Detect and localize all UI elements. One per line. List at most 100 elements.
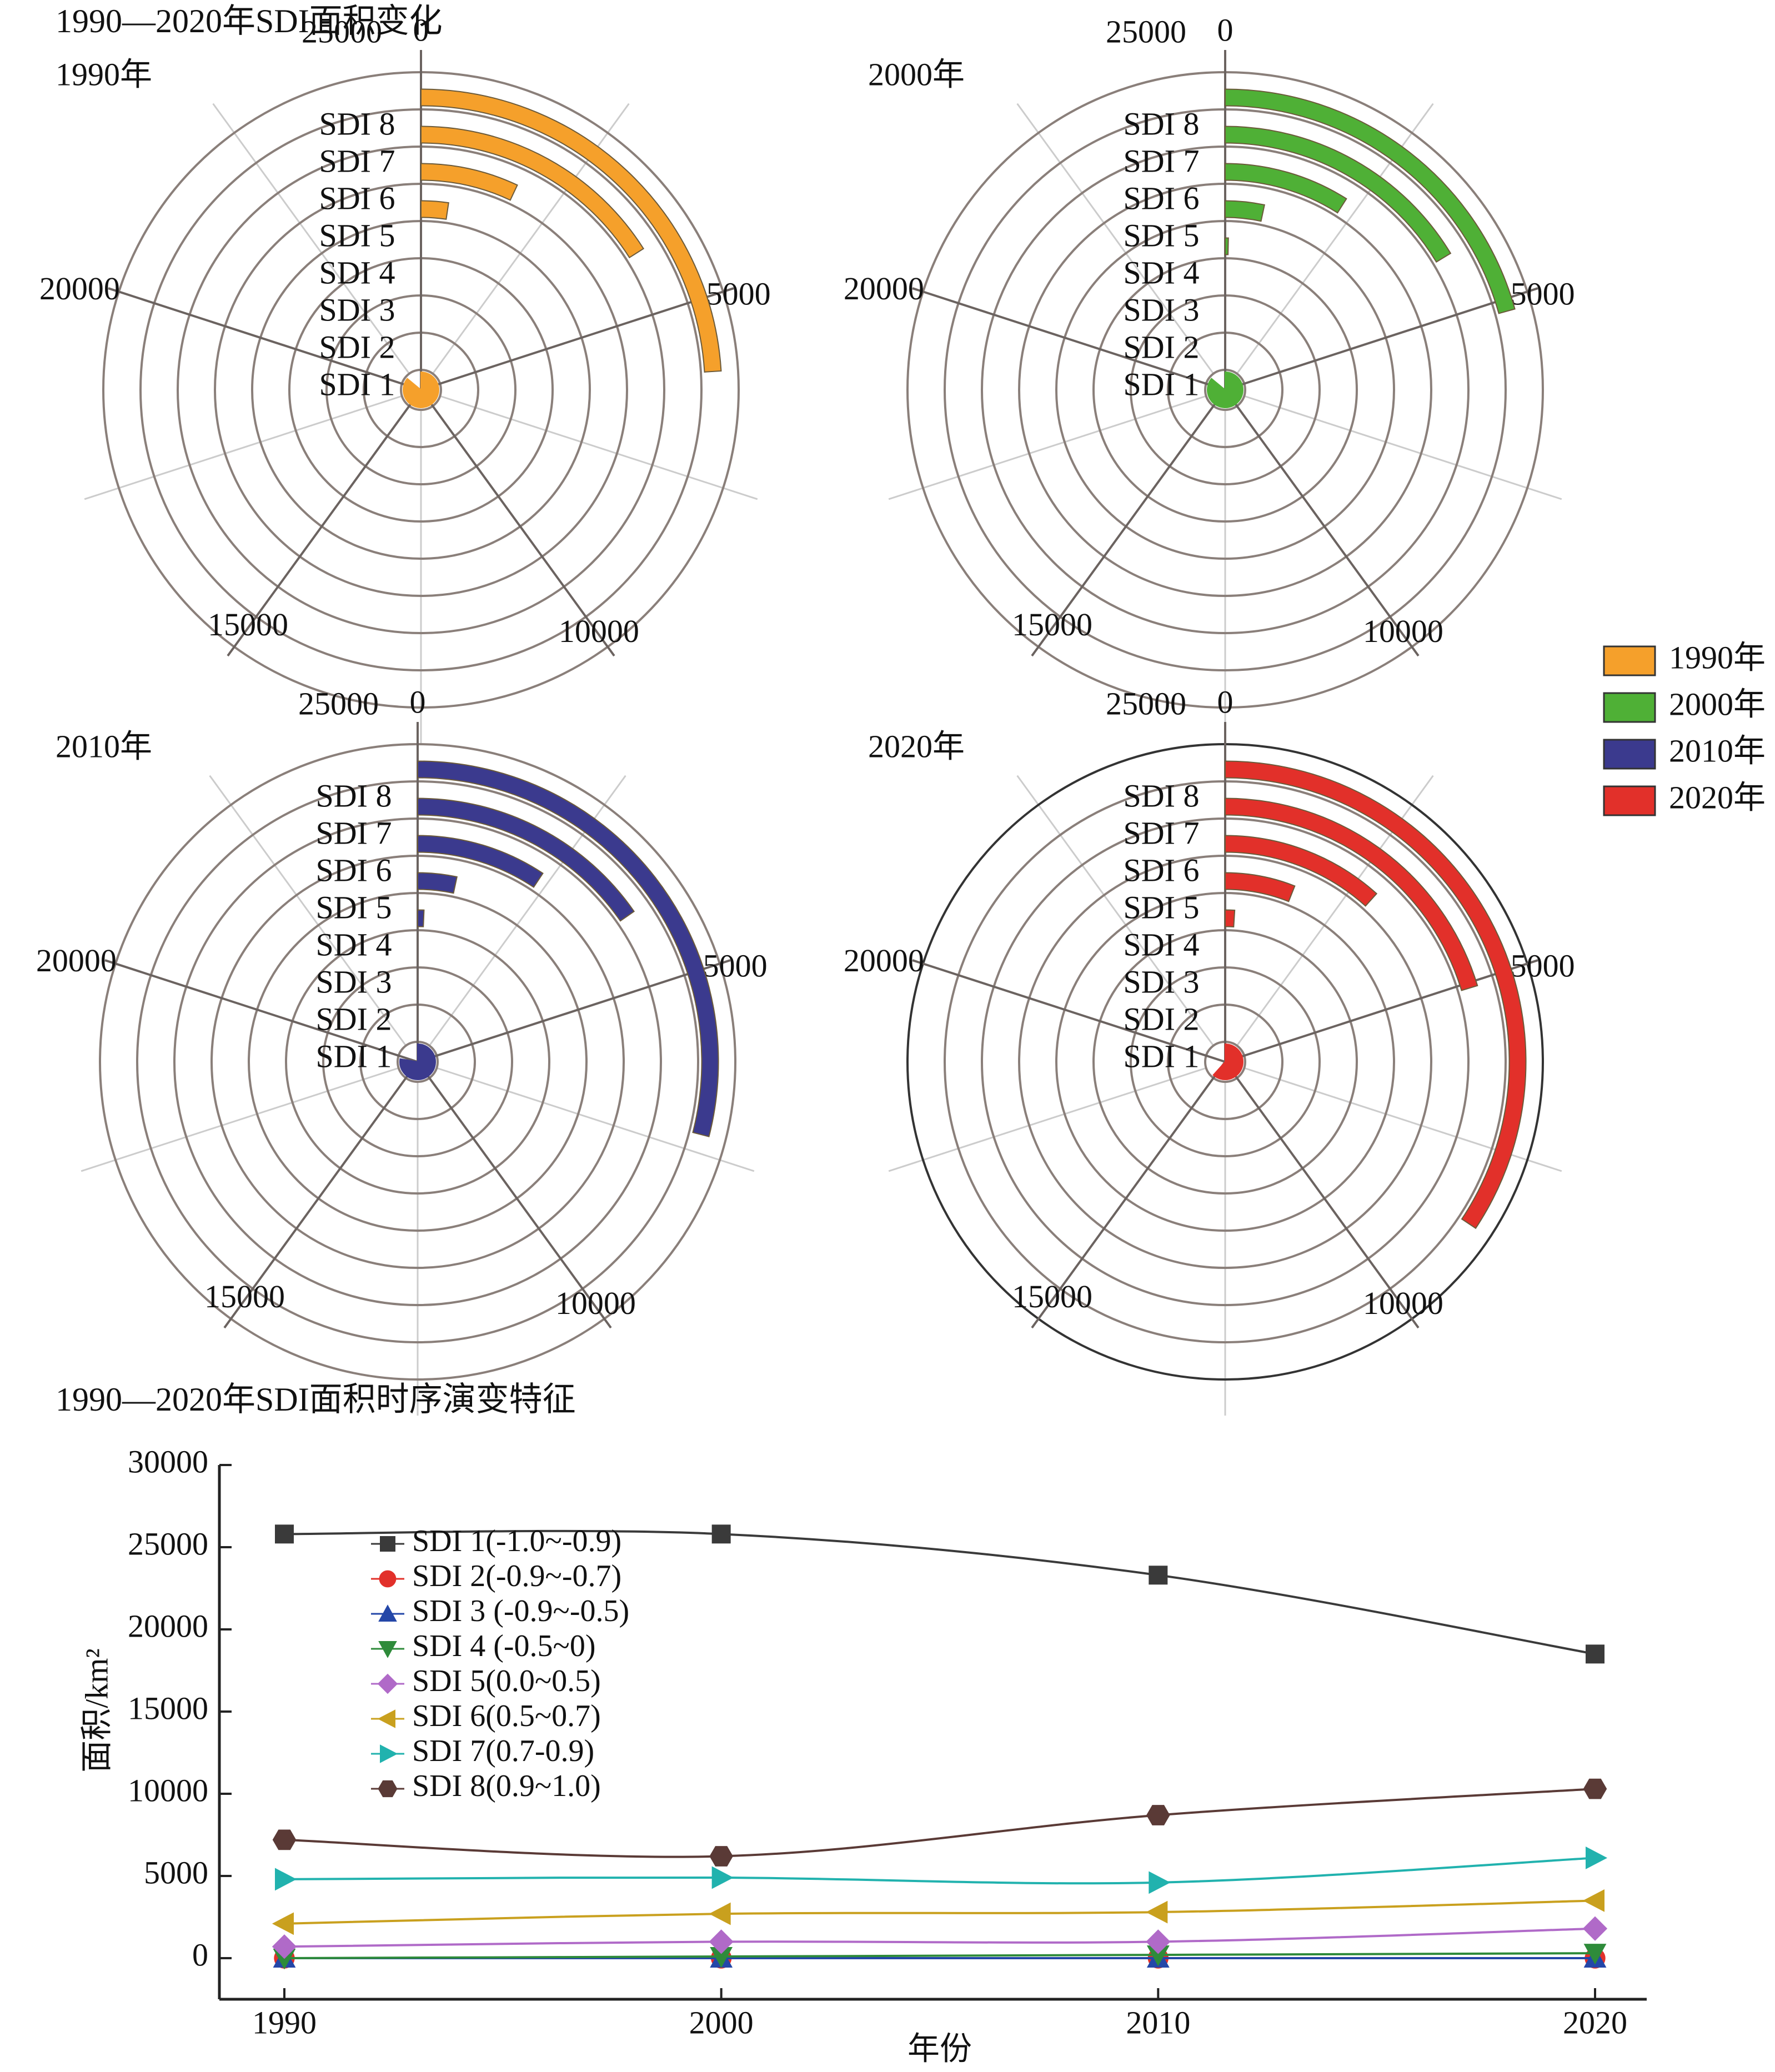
data-point xyxy=(275,1868,297,1891)
radial-scale-label: 0 xyxy=(413,12,429,48)
x-axis-title: 年份 xyxy=(907,2030,972,2066)
radial-axis-spoke xyxy=(1031,1061,1226,1329)
radial-bar-sdi-6 xyxy=(417,835,544,888)
year-legend-swatch-4 xyxy=(1603,785,1656,816)
year-legend-swatch-3 xyxy=(1603,739,1656,770)
radial-ring-label: SDI 1 xyxy=(1124,1038,1200,1074)
radial-bar-sdi-6 xyxy=(420,163,518,201)
radial-axis-spoke xyxy=(417,959,731,1063)
radial-scale-label: 5000 xyxy=(703,947,768,984)
radial-bar-sdi-6 xyxy=(1225,835,1378,907)
data-point xyxy=(1149,1871,1171,1894)
radial-bar-sdi-1 xyxy=(403,371,439,408)
radial-panel-title: 2000年 xyxy=(868,56,965,92)
radial-ring-label: SDI 7 xyxy=(1124,143,1200,179)
year-legend: 1990年 2000年 2010年 2020年 xyxy=(1603,639,1766,816)
radial-bar-sdi-6 xyxy=(1225,163,1347,214)
y-axis-title: 面积/km² xyxy=(78,1648,114,1773)
radial-gridline xyxy=(212,103,410,374)
radial-scale-label: 15000 xyxy=(204,1278,285,1315)
radial-ring-label: SDI 2 xyxy=(1124,1001,1200,1037)
radial-ring-label: SDI 2 xyxy=(316,1001,392,1037)
radial-axis-spoke xyxy=(912,959,1226,1063)
data-point xyxy=(1582,1889,1604,1912)
radial-bar-sdi-5 xyxy=(417,872,458,894)
series-line xyxy=(284,1927,1596,1948)
radial-axis-spoke xyxy=(1224,389,1420,657)
radial-axis-spoke xyxy=(417,1061,612,1329)
series-line xyxy=(284,1857,1596,1885)
radial-axis-spoke xyxy=(223,1061,419,1329)
legend-label: SDI 8(0.9~1.0) xyxy=(412,1769,601,1803)
radial-gridline xyxy=(1243,395,1562,500)
year-legend-swatch-1 xyxy=(1603,645,1656,676)
series-line xyxy=(284,1952,1596,1959)
radial-scale-label: 0 xyxy=(1217,12,1234,48)
legend-marker xyxy=(378,1780,398,1798)
radial-bar-sdi-4 xyxy=(1225,909,1236,928)
radial-scale-label: 10000 xyxy=(1363,1285,1443,1321)
radial-scale-label: 5000 xyxy=(1511,275,1575,312)
bottom-figure-title: 1990—2020年SDI面积时序演变特征 xyxy=(56,1381,576,1418)
radial-bar-sdi-8 xyxy=(1225,88,1516,314)
year-legend-swatch-2 xyxy=(1603,692,1656,723)
legend-marker xyxy=(380,1744,398,1763)
series-8 xyxy=(272,1778,1607,1867)
data-point xyxy=(709,1929,734,1954)
legend-label: SDI 5(0.0~0.5) xyxy=(412,1664,601,1698)
radial-bar-sdi-4 xyxy=(1225,237,1229,255)
legend-marker xyxy=(377,1673,398,1694)
radial-axis-spoke xyxy=(912,287,1226,391)
top-figure-title: 1990—2020年SDI面积变化 xyxy=(56,3,443,39)
radial-ring-label: SDI 6 xyxy=(319,180,395,216)
radial-gridline xyxy=(436,1067,755,1172)
data-point xyxy=(709,1902,731,1925)
line-legend: SDI 1(-1.0~-0.9)SDI 2(-0.9~-0.7)SDI 3 (-… xyxy=(371,1524,629,1803)
radial-bar-sdi-5 xyxy=(1225,872,1296,902)
series-1 xyxy=(275,1524,1604,1664)
data-point xyxy=(1582,1916,1608,1941)
radial-bar-sdi-8 xyxy=(417,760,719,1137)
legend-marker xyxy=(379,1570,397,1588)
y-tick-label: 0 xyxy=(192,1936,208,1973)
radial-bar-sdi-5 xyxy=(1225,200,1265,222)
radial-ring-label: SDI 6 xyxy=(1124,852,1200,888)
data-point xyxy=(1146,1805,1170,1825)
radial-scale-label: 20000 xyxy=(844,270,924,307)
radial-scale-label: 25000 xyxy=(302,13,382,49)
data-point xyxy=(275,1524,294,1544)
radial-axis-spoke xyxy=(1225,287,1538,391)
y-tick-label: 25000 xyxy=(128,1526,208,1562)
line-chart: 0 5000 10000 15000 20000 25000 30000 1990 2000 20… xyxy=(78,1443,1647,2066)
radial-bar-sdi-7 xyxy=(420,126,645,259)
radial-ring-label: SDI 8 xyxy=(1124,106,1200,142)
radial-axis-spoke xyxy=(104,959,418,1063)
legend-label: SDI 3 (-0.9~-0.5) xyxy=(412,1594,629,1628)
radial-ring-label: SDI 1 xyxy=(319,366,395,402)
radial-gridline xyxy=(209,775,407,1046)
y-tick-label: 5000 xyxy=(144,1854,208,1890)
y-tick-label: 10000 xyxy=(128,1772,208,1808)
legend-label: SDI 6(0.5~0.7) xyxy=(412,1699,601,1733)
data-point xyxy=(1586,1644,1604,1664)
radial-ring-label: SDI 4 xyxy=(319,254,395,290)
data-point xyxy=(711,1524,731,1544)
legend-marker xyxy=(377,1709,395,1728)
legend-marker xyxy=(378,1641,397,1658)
legend-label: SDI 4 (-0.5~0) xyxy=(412,1629,595,1663)
radial-bar-sdi-1 xyxy=(399,1043,436,1080)
radial-scale-label: 25000 xyxy=(1106,13,1186,49)
radial-scale-label: 20000 xyxy=(844,942,924,979)
radial-ring-label: SDI 5 xyxy=(1124,217,1200,253)
radial-bar-sdi-7 xyxy=(1225,126,1452,263)
data-point xyxy=(1583,1778,1607,1799)
radial-ring-label: SDI 4 xyxy=(316,926,392,962)
radial-ring-label: SDI 3 xyxy=(319,292,395,328)
data-point xyxy=(1146,1900,1168,1924)
radial-scale-label: 5000 xyxy=(1511,947,1575,984)
series-line xyxy=(284,1529,1596,1655)
radial-panel-title: 1990年 xyxy=(56,56,152,92)
radial-ring-label: SDI 7 xyxy=(1124,815,1200,851)
